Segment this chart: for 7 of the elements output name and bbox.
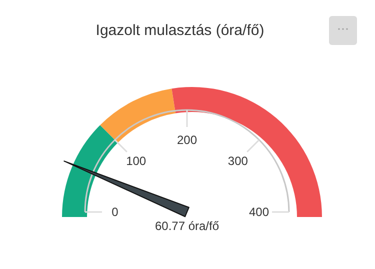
text: 0 [112, 205, 119, 219]
text: 300 [228, 154, 248, 168]
chart-title: Igazolt mulasztás (óra/fő) [94, 22, 266, 39]
text: 100 [126, 154, 146, 168]
text: 200 [176, 133, 198, 147]
text: 60.77 óra/fő [154, 219, 220, 233]
text: 400 [248, 205, 270, 219]
